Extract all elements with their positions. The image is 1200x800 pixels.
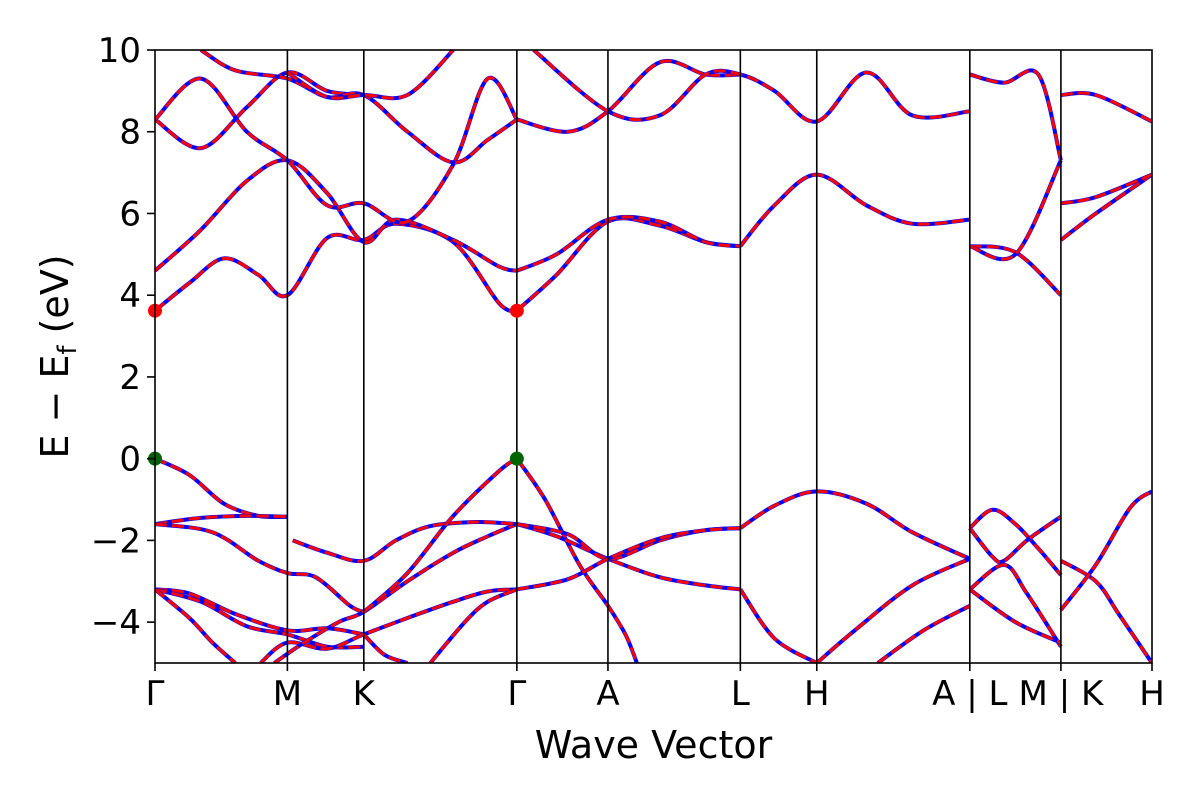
band-red-6 (259, 587, 518, 663)
y-axis-label-unit: (eV) (33, 254, 77, 345)
band-lines (155, 50, 1152, 663)
band-red-21 (968, 515, 1062, 564)
band-blue-17 (738, 588, 818, 663)
band-red-41 (969, 68, 1063, 161)
band-red-29 (516, 215, 741, 273)
y-tick-label-5: 6 (119, 194, 141, 234)
band-blue-11 (428, 587, 518, 663)
band-red-42 (1060, 91, 1152, 123)
band-blue-24 (1059, 559, 1152, 663)
band-red-7 (273, 522, 518, 663)
band-red-10 (362, 633, 408, 663)
band-blue-42 (1060, 91, 1152, 124)
band-blue-32 (969, 159, 1063, 262)
band-blue-38 (286, 50, 455, 101)
band-red-16 (739, 489, 971, 561)
band-red-11 (429, 588, 518, 663)
x-tick-label-0: Γ (146, 674, 165, 714)
band-red-17 (739, 588, 818, 663)
band-red-28 (515, 216, 741, 312)
y-axis-ticks: −4 −2 0 2 4 6 8 10 (91, 31, 155, 643)
y-tick-label-3: 2 (119, 358, 141, 398)
band-red-32 (969, 159, 1063, 261)
vbm-marker-3 (509, 451, 524, 466)
high-symmetry-lines (286, 50, 1062, 663)
band-red-26 (155, 222, 518, 313)
band-blue-39 (516, 58, 741, 134)
band-blue-20 (968, 507, 1063, 577)
band-red-12 (515, 457, 639, 663)
band-blue-4 (155, 587, 364, 650)
band-blue-8 (292, 519, 518, 564)
x-tick-label-5: L (731, 674, 750, 714)
band-red-13 (516, 522, 741, 591)
band-edge-markers (148, 303, 524, 466)
band-red-23 (968, 588, 1062, 644)
plot-frame (154, 49, 1153, 664)
x-tick-label-6: H (804, 674, 830, 714)
band-blue-10 (362, 632, 409, 663)
band-red-25 (1059, 490, 1152, 611)
cbm-marker-1 (509, 303, 524, 318)
y-axis-label-main: E − E (33, 355, 77, 459)
x-tick-label-9: H (1139, 674, 1165, 714)
band-blue-16 (739, 489, 971, 561)
band-blue-15 (516, 526, 741, 592)
band-blue-28 (515, 216, 741, 313)
band-blue-12 (515, 457, 639, 663)
x-tick-label-1: M (273, 674, 302, 714)
x-tick-label-2: K (353, 674, 377, 714)
band-red-1 (155, 514, 288, 526)
band-blue-41 (969, 68, 1063, 161)
band-blue-30 (738, 172, 970, 248)
band-red-34 (1060, 173, 1152, 205)
x-tick-label-4: A (596, 674, 619, 714)
band-blue-18 (815, 556, 971, 663)
y-axis-label-sub: f (53, 345, 83, 355)
band-red-15 (516, 526, 741, 591)
band-blue-23 (968, 587, 1062, 645)
band-red-3 (155, 587, 365, 636)
y-tick-label-6: 8 (119, 113, 141, 153)
band-red-36 (155, 76, 519, 225)
y-tick-label-2: 0 (119, 440, 141, 480)
x-tick-label-8: M | K (1019, 674, 1105, 714)
band-red-33 (1059, 173, 1152, 242)
x-tick-label-3: Γ (507, 674, 526, 714)
y-tick-label-4: 4 (119, 276, 141, 316)
x-axis-ticks: Γ M K Γ A L H A | L M | K H (146, 663, 1165, 714)
band-red-27 (155, 158, 518, 273)
band-red-4 (155, 587, 364, 650)
band-red-9 (362, 457, 518, 614)
band-red-5 (155, 588, 237, 663)
x-axis-label: Wave Vector (535, 723, 773, 767)
band-red-19 (876, 604, 971, 663)
band-red-0 (155, 457, 288, 519)
y-tick-label-0: −4 (91, 603, 141, 643)
band-red-30 (739, 173, 970, 248)
band-red-22 (968, 563, 1063, 648)
x-tick-label-7: A | L (932, 674, 1007, 714)
y-tick-label-7: 10 (98, 31, 141, 71)
band-blue-34 (1060, 172, 1152, 206)
band-red-18 (815, 557, 971, 663)
band-red-24 (1060, 559, 1152, 663)
band-red-35 (155, 70, 364, 150)
band-red-40 (532, 50, 970, 124)
band-red-8 (292, 520, 517, 563)
band-red-20 (968, 508, 1063, 577)
y-tick-label-1: −2 (91, 521, 141, 561)
band-red-31 (969, 244, 1062, 297)
y-axis-label: E − Ef (eV) (33, 254, 83, 458)
band-red-39 (516, 59, 741, 134)
